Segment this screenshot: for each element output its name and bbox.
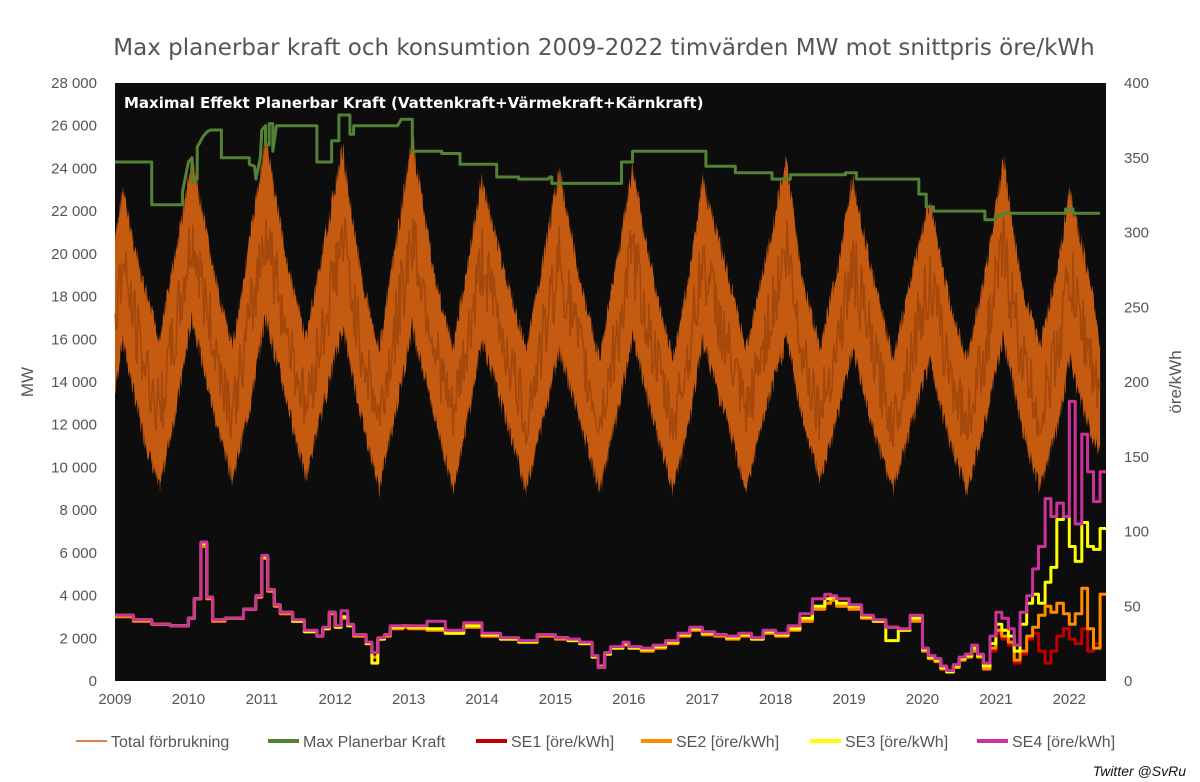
legend-label: Total förbrukning (111, 734, 229, 751)
chart-title: Max planerbar kraft och konsumtion 2009-… (113, 35, 1094, 61)
y2-tick-label: 250 (1124, 299, 1149, 316)
legend-item: SE2 [öre/kWh] (641, 734, 779, 751)
x-tick-label: 2020 (906, 691, 939, 708)
x-tick-label: 2017 (686, 691, 719, 708)
legend-item: Max Planerbar Kraft (268, 734, 446, 751)
x-tick-label: 2016 (612, 691, 645, 708)
x-tick-label: 2012 (319, 691, 352, 708)
y2-tick-label: 100 (1124, 524, 1149, 541)
line-series-group (115, 113, 1106, 674)
x-tick-label: 2019 (832, 691, 865, 708)
legend-label: Max Planerbar Kraft (303, 734, 446, 751)
y-axis-title: MW (18, 367, 37, 397)
y2-tick-label: 350 (1124, 150, 1149, 167)
x-tick-label: 2014 (465, 691, 498, 708)
legend-item: Total förbrukning (76, 734, 229, 751)
legend: Total förbrukning Max Planerbar Kraft SE1 … (76, 734, 1115, 751)
y-tick-label: 12 000 (51, 417, 97, 434)
series-se4-re-kwh (115, 399, 1106, 672)
y2-tick-label: 300 (1124, 225, 1149, 242)
series-total-forbrukning (115, 135, 1101, 498)
y2-axis-ticks: 0 50 100 150 200 250 300 350 400 (1124, 75, 1149, 690)
y2-tick-label: 150 (1124, 449, 1149, 466)
y2-tick-label: 0 (1124, 673, 1132, 690)
y2-axis-title: öre/kWh (1166, 350, 1185, 413)
consumption-series (114, 135, 1101, 498)
x-tick-label: 2021 (979, 691, 1012, 708)
y-tick-label: 28 000 (51, 75, 97, 92)
y-tick-label: 26 000 (51, 118, 97, 135)
y-tick-label: 8 000 (59, 502, 97, 519)
legend-item: SE1 [öre/kWh] (476, 734, 614, 751)
x-tick-label: 2009 (98, 691, 131, 708)
legend-item: SE4 [öre/kWh] (977, 734, 1115, 751)
y-tick-label: 14 000 (51, 374, 97, 391)
legend-label: SE1 [öre/kWh] (511, 734, 614, 751)
y-tick-label: 2 000 (59, 630, 97, 647)
inner-label: Maximal Effekt Planerbar Kraft (Vattenkr… (124, 94, 703, 112)
y-tick-label: 20 000 (51, 246, 97, 263)
y-tick-label: 24 000 (51, 160, 97, 177)
x-axis-ticks: 2009 2010 2011 2012 2013 2014 2015 2016 2017 2018… (98, 691, 1086, 708)
x-tick-label: 2015 (539, 691, 572, 708)
y-tick-label: 18 000 (51, 289, 97, 306)
x-tick-label: 2013 (392, 691, 425, 708)
series-total-forbrukning-mid (114, 217, 1101, 448)
legend-label: SE2 [öre/kWh] (676, 734, 779, 751)
x-tick-label: 2018 (759, 691, 792, 708)
y-tick-label: 22 000 (51, 203, 97, 220)
y-tick-label: 10 000 (51, 459, 97, 476)
y-tick-label: 0 (89, 673, 97, 690)
x-tick-label: 2011 (246, 691, 278, 708)
legend-label: SE4 [öre/kWh] (1012, 734, 1115, 751)
y-axis-ticks: 0 2 000 4 000 6 000 8 000 10 000 12 000 14 000 1… (51, 75, 97, 690)
x-tick-label: 2010 (172, 691, 205, 708)
y2-tick-label: 400 (1124, 75, 1149, 92)
y2-tick-label: 200 (1124, 374, 1149, 391)
legend-label: SE3 [öre/kWh] (845, 734, 948, 751)
y2-tick-label: 50 (1124, 598, 1141, 615)
legend-item: SE3 [öre/kWh] (810, 734, 948, 751)
y-tick-label: 4 000 (59, 588, 97, 605)
credit: Twitter @SvRu (1093, 763, 1187, 779)
y-tick-label: 16 000 (51, 331, 97, 348)
y-tick-label: 6 000 (59, 545, 97, 562)
x-tick-label: 2022 (1053, 691, 1086, 708)
series-max-planerbar-kraft (115, 113, 1101, 222)
